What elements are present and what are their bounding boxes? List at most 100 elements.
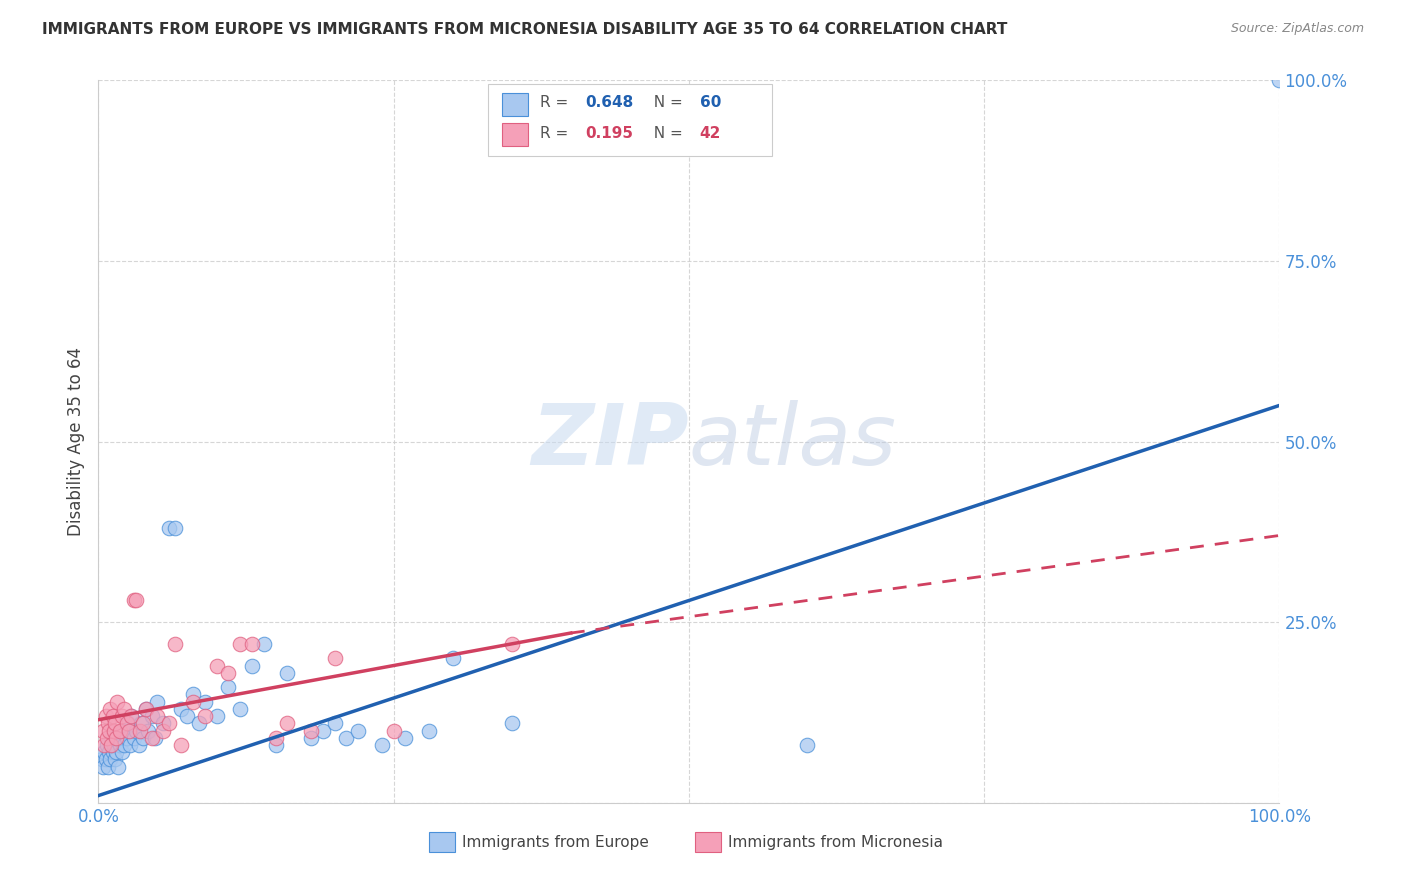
Point	[299, 723, 322, 738]
Point	[441, 651, 464, 665]
Point	[100, 738, 122, 752]
Point	[165, 521, 187, 535]
Point	[181, 687, 204, 701]
Point	[229, 702, 252, 716]
FancyBboxPatch shape	[488, 84, 772, 156]
Point	[194, 695, 217, 709]
Point	[143, 731, 166, 745]
Point	[253, 637, 276, 651]
Y-axis label: Disability Age 35 to 64: Disability Age 35 to 64	[66, 347, 84, 536]
Point	[94, 709, 117, 723]
Point	[98, 752, 121, 766]
Point	[98, 723, 121, 738]
Text: 42: 42	[700, 126, 721, 141]
Point	[104, 752, 127, 766]
Point	[205, 709, 228, 723]
Point	[276, 665, 298, 680]
Point	[111, 745, 134, 759]
Point	[276, 716, 298, 731]
Point	[146, 695, 169, 709]
Text: Immigrants from Micronesia: Immigrants from Micronesia	[728, 835, 943, 850]
Point	[135, 702, 157, 716]
Point	[97, 716, 120, 731]
Bar	[429, 831, 456, 852]
Point	[181, 695, 204, 709]
Point	[176, 709, 198, 723]
Text: R =: R =	[540, 95, 574, 111]
Point	[217, 665, 239, 680]
Point	[125, 593, 148, 607]
Text: Immigrants from Europe: Immigrants from Europe	[463, 835, 650, 850]
Point	[347, 723, 370, 738]
Point	[229, 637, 252, 651]
Point	[101, 709, 124, 723]
Point	[104, 716, 127, 731]
Point	[132, 716, 155, 731]
Point	[108, 723, 131, 738]
Point	[105, 731, 128, 745]
Point	[91, 760, 114, 774]
Point	[108, 738, 131, 752]
Point	[382, 723, 405, 738]
Point	[165, 637, 187, 651]
Point	[115, 731, 138, 745]
Point	[105, 695, 128, 709]
Text: 0.195: 0.195	[585, 126, 633, 141]
Point	[118, 723, 141, 738]
Point	[323, 716, 346, 731]
Point	[103, 738, 125, 752]
Point	[112, 702, 135, 716]
Point	[157, 716, 180, 731]
Point	[98, 702, 121, 716]
Point	[94, 752, 117, 766]
Point	[240, 658, 263, 673]
Point	[96, 731, 118, 745]
Text: R =: R =	[540, 126, 574, 141]
Point	[122, 731, 145, 745]
Text: atlas: atlas	[689, 400, 897, 483]
Point	[93, 745, 115, 759]
Point	[93, 738, 115, 752]
Point	[152, 716, 174, 731]
Point	[264, 731, 287, 745]
Point	[170, 738, 193, 752]
Point	[91, 723, 114, 738]
Point	[128, 723, 150, 738]
Text: IMMIGRANTS FROM EUROPE VS IMMIGRANTS FROM MICRONESIA DISABILITY AGE 35 TO 64 COR: IMMIGRANTS FROM EUROPE VS IMMIGRANTS FRO…	[42, 22, 1008, 37]
Text: ZIP: ZIP	[531, 400, 689, 483]
Point	[121, 709, 143, 723]
Point	[796, 738, 818, 752]
Point	[299, 731, 322, 745]
Point	[111, 709, 134, 723]
Point	[97, 760, 120, 774]
Point	[323, 651, 346, 665]
Bar	[695, 831, 721, 852]
Point	[371, 738, 394, 752]
Point	[152, 723, 174, 738]
Point	[240, 637, 263, 651]
Point	[501, 716, 523, 731]
Point	[146, 709, 169, 723]
Text: N =: N =	[644, 126, 688, 141]
Point	[194, 709, 217, 723]
Point	[135, 702, 157, 716]
Point	[105, 745, 128, 759]
Point	[205, 658, 228, 673]
Point	[115, 716, 138, 731]
Point	[312, 723, 335, 738]
Point	[121, 709, 143, 723]
Point	[264, 738, 287, 752]
Point	[136, 723, 159, 738]
Point	[100, 731, 122, 745]
Bar	[502, 123, 529, 146]
Point	[120, 738, 142, 752]
Point	[132, 731, 155, 745]
Point	[112, 738, 135, 752]
Point	[101, 745, 124, 759]
Point	[91, 752, 114, 766]
Point	[501, 637, 523, 651]
Point	[129, 716, 152, 731]
Point	[122, 593, 145, 607]
Point	[105, 731, 128, 745]
Text: Source: ZipAtlas.com: Source: ZipAtlas.com	[1230, 22, 1364, 36]
